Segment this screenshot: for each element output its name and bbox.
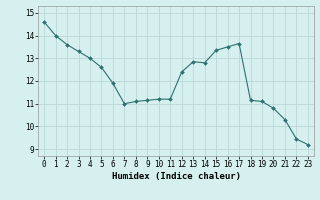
X-axis label: Humidex (Indice chaleur): Humidex (Indice chaleur) [111, 172, 241, 181]
